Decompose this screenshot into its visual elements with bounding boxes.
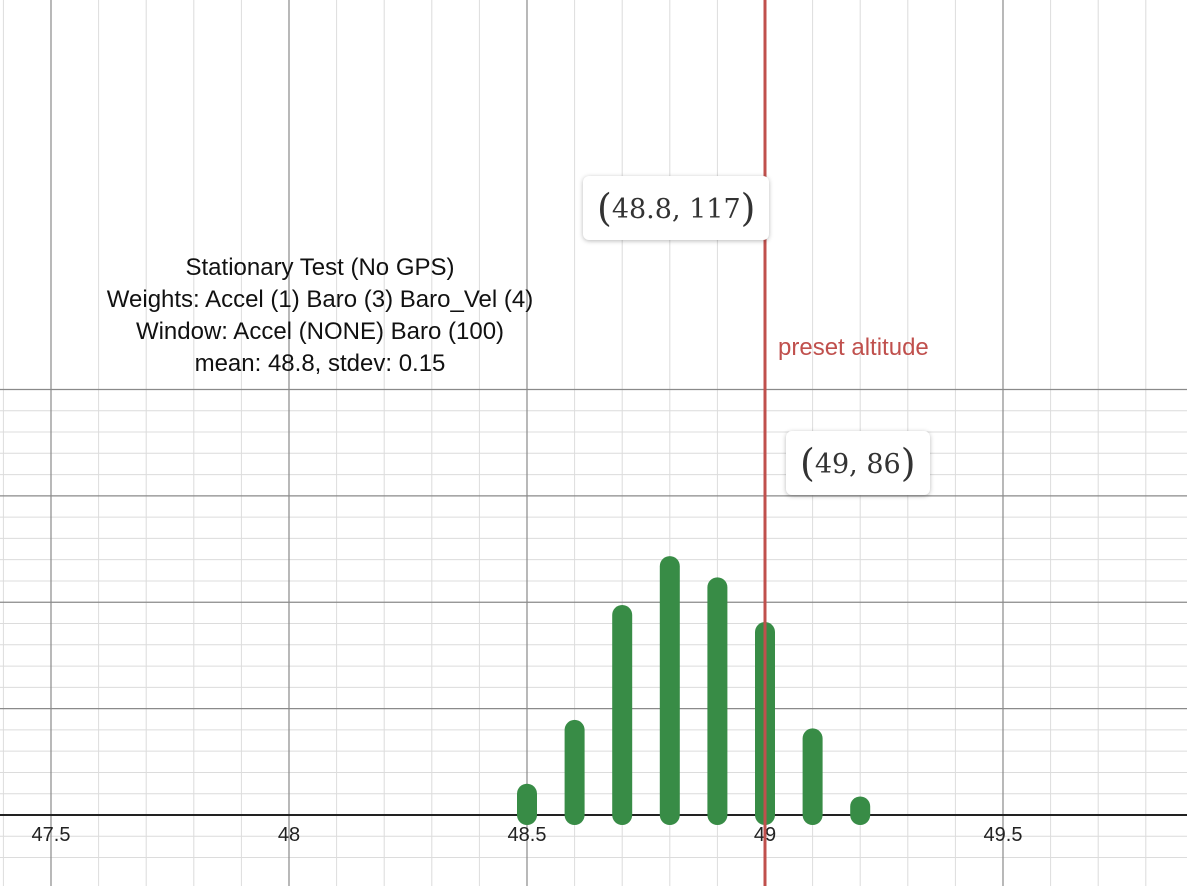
x-tick-label: 48 [278,824,300,846]
x-tick-label: 47.5 [32,824,71,846]
annotation-line-title: Stationary Test (No GPS) [185,254,455,281]
histogram-bar [850,796,871,825]
histogram-bar [659,556,680,825]
x-tick-label: 48.5 [508,824,547,846]
histogram-bar [612,605,633,825]
x-tick-label: 49.5 [984,824,1023,846]
annotation-line-stats: mean: 48.8, stdev: 0.15 [194,350,446,377]
histogram-bar [564,719,585,825]
bars [517,556,871,825]
preset-point-text: 49, 86 [814,449,901,480]
histogram-bar [802,728,823,825]
annotation-line-weights: Weights: Accel (1) Baro (3) Baro_Vel (4) [106,286,534,313]
annotation-line-window: Window: Accel (NONE) Baro (100) [135,318,505,345]
histogram-bar [707,577,728,825]
peak-point-text: 48.8, 117 [611,194,741,225]
histogram-bar [517,783,537,825]
peak-point-label[interactable]: (48.8, 117) [583,176,770,240]
preset-point-label[interactable]: (49, 86) [786,431,930,495]
preset-altitude-label: preset altitude [778,334,929,361]
chart-annotation: Stationary Test (No GPS) Weights: Accel … [70,252,570,380]
